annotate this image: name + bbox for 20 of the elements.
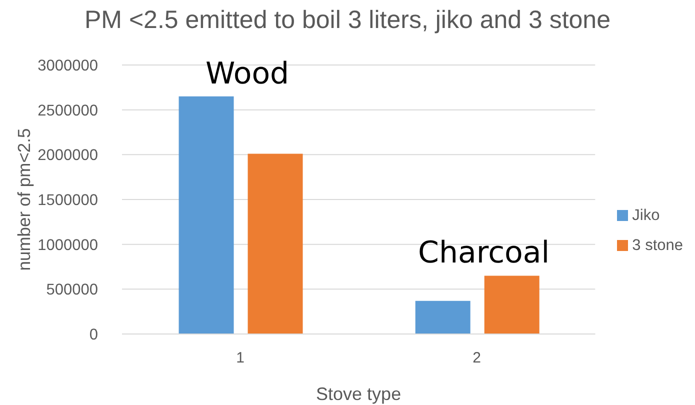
- x-tick-label: 1: [236, 350, 244, 367]
- y-tick-label: 2000000: [38, 147, 98, 164]
- y-tick-label: 0: [89, 326, 98, 344]
- legend-label: Jiko: [632, 207, 660, 224]
- annotation: Charcoal: [418, 236, 550, 271]
- legend-label: 3 stone: [632, 237, 683, 254]
- bar: [248, 154, 303, 334]
- y-tick-label: 3000000: [38, 58, 98, 75]
- y-tick-label: 2500000: [38, 102, 98, 120]
- chart-title: PM <2.5 emitted to boil 3 liters, jiko and 3 stone: [84, 6, 612, 35]
- x-tick-label: 2: [472, 350, 482, 367]
- bar: [484, 276, 540, 334]
- y-tick-label: 1500000: [38, 192, 98, 210]
- x-axis-title: Stove type: [316, 384, 402, 404]
- y-tick-label: 1000000: [38, 236, 98, 254]
- annotation: Wood: [205, 56, 290, 92]
- bar: [178, 96, 234, 334]
- bar: [415, 300, 470, 334]
- y-tick-label: 500000: [46, 282, 98, 299]
- y-axis-title: number of pm<2.5: [14, 128, 34, 271]
